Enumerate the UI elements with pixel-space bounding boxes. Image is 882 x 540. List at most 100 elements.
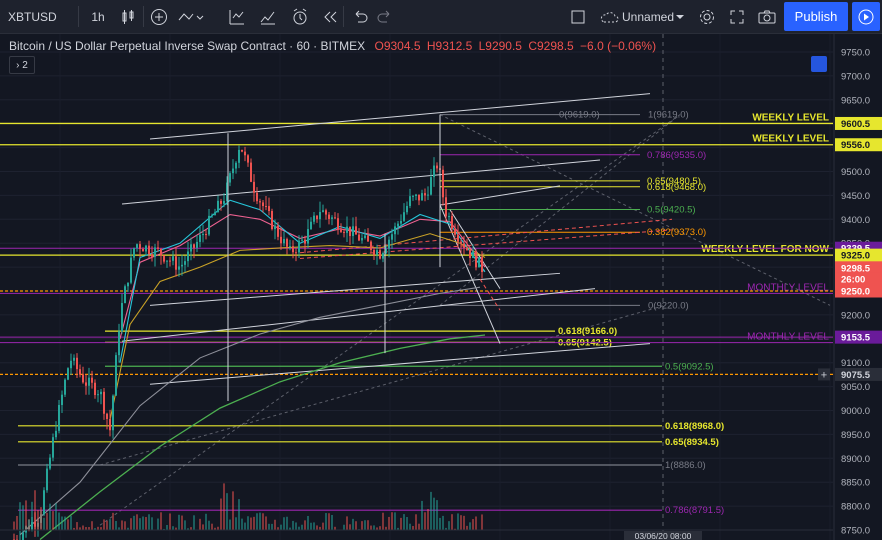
candle-body [451, 216, 453, 229]
price-badge [835, 116, 882, 130]
volume-bar [109, 519, 111, 530]
candle-body [421, 193, 423, 201]
y-tick-label: 8800.0 [841, 502, 870, 513]
volume-bar [181, 515, 183, 530]
redo-icon[interactable] [375, 0, 395, 33]
candle-body [352, 226, 354, 237]
volume-bar [199, 518, 201, 530]
symbol-search[interactable]: XBTUSD [8, 9, 57, 24]
chevron-down-icon[interactable] [674, 0, 686, 33]
replay-icon[interactable] [320, 0, 340, 33]
ohlc-change: −6.0 (−0.06%) [580, 39, 657, 53]
fib-lower-label: 0.65(8934.5) [665, 437, 719, 448]
price-badge [835, 367, 882, 381]
price-badge-label: 9298.5 [841, 263, 871, 274]
publish-button[interactable]: Publish [784, 2, 848, 31]
candle-body [133, 248, 135, 258]
volume-bar [127, 527, 129, 530]
y-tick-label: 9750.0 [841, 48, 870, 59]
candle-body [166, 260, 168, 262]
candle-body [418, 194, 420, 201]
channel-line [121, 159, 601, 205]
volume-bar [361, 521, 363, 530]
volume-bar [355, 521, 357, 530]
volume-bar [238, 499, 240, 530]
camera-icon[interactable] [756, 0, 778, 33]
volume-bar [430, 491, 432, 530]
volume-bar [169, 513, 171, 530]
y-tick-label: 8900.0 [841, 454, 870, 465]
volume-bar [334, 526, 336, 530]
volume-bar [136, 514, 138, 530]
price-chart[interactable]: 9750.09700.09650.09600.09550.09500.09450… [0, 34, 882, 540]
candle-body [319, 211, 321, 220]
candle-body [214, 212, 216, 216]
candle-body [256, 192, 258, 202]
volume-bar [292, 520, 294, 530]
candle-body [193, 244, 195, 248]
candle-body [199, 234, 201, 242]
add-indicator-icon[interactable] [148, 0, 170, 33]
volume-bar [61, 516, 63, 530]
volume-bar [40, 507, 42, 530]
volume-bar [163, 528, 165, 530]
volume-bar [394, 512, 396, 530]
volume-bar [406, 516, 408, 530]
play-icon[interactable] [852, 2, 880, 31]
interval-selector[interactable]: 1h [91, 9, 105, 24]
alert-icon[interactable] [288, 0, 312, 33]
volume-bar [226, 493, 228, 530]
volume-bar [175, 527, 177, 530]
candle-body [253, 181, 255, 193]
candle-body [211, 215, 213, 217]
candle-body [382, 253, 384, 259]
candle-body [292, 246, 294, 253]
candle-body [289, 246, 291, 248]
candle-body [259, 201, 261, 203]
candle-body [361, 237, 363, 241]
candle-body [325, 210, 327, 215]
fib-lower-label: 0(9619.0) [559, 110, 600, 121]
y-tick-label: 8750.0 [841, 526, 870, 537]
price-badge [835, 284, 882, 298]
volume-bar [148, 514, 150, 530]
candle-body [118, 331, 120, 356]
undo-icon[interactable] [350, 0, 370, 33]
volume-bar [304, 520, 306, 530]
gear-icon[interactable] [696, 0, 718, 33]
financials-icon[interactable] [256, 0, 280, 33]
volume-bar [316, 525, 318, 530]
compare-icon[interactable] [176, 0, 206, 33]
fullscreen-icon[interactable] [726, 0, 748, 33]
candle-body [448, 216, 450, 218]
candle-body [481, 257, 483, 272]
fib-lower-label: 0.618(9166.0) [558, 326, 617, 337]
candle-body [94, 382, 96, 396]
key-level-label: WEEKLY LEVEL [752, 134, 829, 145]
candle-body [154, 247, 156, 257]
chevron-right-icon: › [16, 59, 23, 71]
volume-bar [124, 521, 126, 530]
volume-bar [178, 514, 180, 530]
volume-bar [409, 523, 411, 530]
candle-style-icon[interactable] [118, 0, 138, 33]
auto-scale-icon[interactable] [811, 56, 827, 72]
candle-body [430, 177, 432, 195]
layout-name[interactable]: Unnamed [622, 9, 675, 24]
indicators-icon[interactable] [226, 0, 248, 33]
candle-body [175, 256, 177, 270]
volume-bar [433, 497, 435, 530]
hidden-indicator-count: 2 [22, 59, 28, 71]
candle-body [100, 391, 102, 395]
candle-body [457, 234, 459, 242]
volume-bar [250, 517, 252, 530]
collapse-indicators-button[interactable]: › 2 [9, 56, 35, 74]
volume-bar [58, 512, 60, 530]
select-layout-icon[interactable] [568, 0, 588, 33]
y-tick-label: 9000.0 [841, 406, 870, 417]
candle-body [475, 251, 477, 268]
volume-bar [469, 522, 471, 530]
candle-body [145, 245, 147, 252]
fib-upper-label: 1(9619.0) [648, 110, 689, 121]
candle-body [355, 226, 357, 235]
